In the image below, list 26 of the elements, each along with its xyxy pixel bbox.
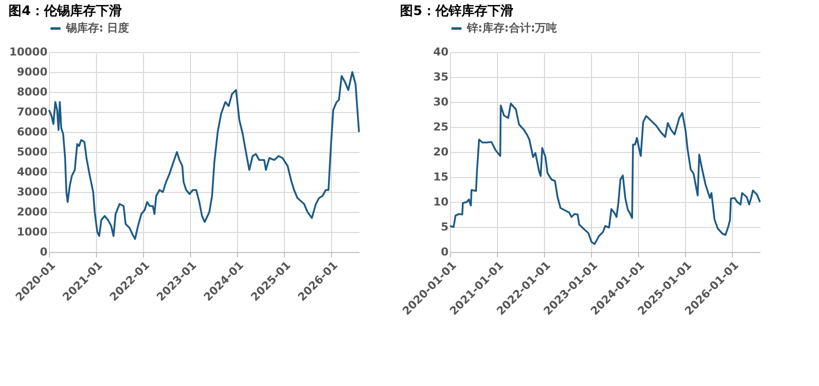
y-tick-label: 35 [433, 70, 448, 84]
y-tick-label: 4000 [16, 166, 48, 178]
y-tick-label: 5 [440, 220, 448, 234]
y-tick-label: 10 [433, 196, 449, 208]
y-tick-label: 0 [440, 246, 449, 258]
y-tick-label: 2000 [16, 206, 48, 218]
legend-label: 锌:库存:合计:万吨 [466, 22, 558, 34]
y-tick-label: 1000 [16, 226, 48, 238]
y-tick-label: 7000 [16, 106, 48, 118]
line-series [48, 71, 360, 240]
y-tick-label: 15 [433, 170, 448, 184]
y-tick-label: 3000 [16, 186, 48, 198]
y-tick-label: 25 [433, 120, 448, 134]
chart-title: 图4：伦锡库存下滑 [8, 3, 122, 19]
y-tick-label: 10000 [9, 46, 48, 58]
y-tick-label: 0 [40, 246, 48, 258]
chart-title: 图5：伦锌库存下滑 [400, 3, 514, 19]
y-tick-label: 5000 [16, 146, 48, 158]
legend-label: 锡库存: 日度 [65, 22, 130, 34]
y-tick-label: 20 [433, 146, 449, 158]
y-tick-label: 30 [433, 96, 449, 108]
y-tick-label: 8000 [16, 86, 48, 98]
y-tick-label: 40 [433, 46, 449, 58]
y-tick-label: 9000 [16, 66, 48, 78]
line-series [449, 102, 761, 245]
y-tick-label: 6000 [16, 126, 48, 138]
